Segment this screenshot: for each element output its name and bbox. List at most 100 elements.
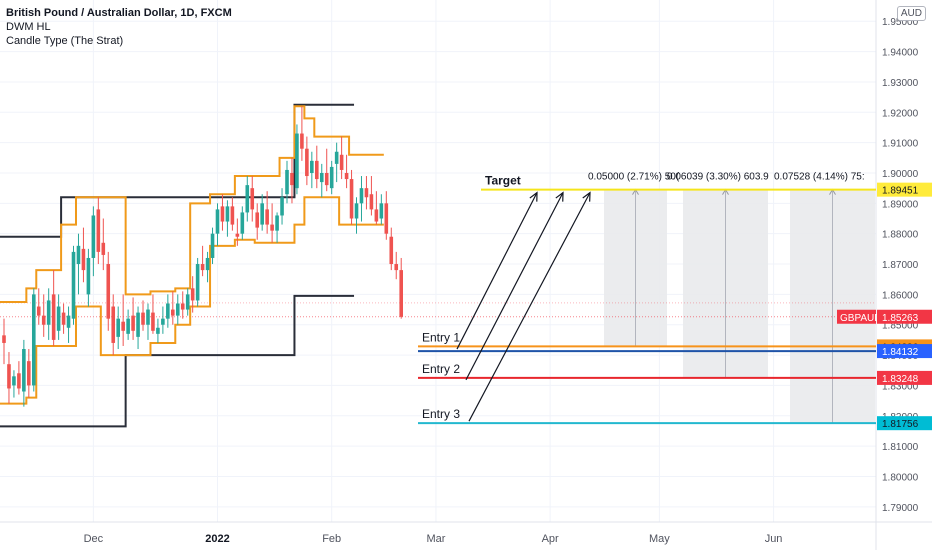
arrow-2[interactable] — [465, 192, 564, 381]
candle-body — [200, 264, 205, 271]
symbol-tag[interactable] — [837, 309, 876, 324]
candle — [71, 245, 76, 325]
entry-3-price-tag[interactable] — [877, 416, 932, 431]
candle — [290, 157, 294, 204]
candle — [319, 163, 324, 198]
candle — [280, 188, 284, 225]
candle — [334, 142, 339, 183]
candle — [46, 288, 51, 340]
candle-body — [364, 188, 369, 198]
candle-body — [76, 245, 81, 265]
last-price-tag[interactable] — [877, 309, 932, 324]
candle — [210, 227, 215, 265]
price-tick-label: 1.95000 — [882, 17, 919, 28]
candle-body — [394, 264, 399, 271]
candle-body — [81, 248, 86, 271]
weekly-band-lo — [0, 196, 384, 405]
candle-body — [319, 172, 324, 183]
candle-body — [250, 188, 255, 210]
price-tick-label: 1.93000 — [882, 78, 919, 89]
target-price-tag[interactable] — [877, 182, 932, 197]
arrow-head-1 — [529, 191, 538, 202]
candle — [146, 303, 150, 340]
symbol-title[interactable]: British Pound / Australian Dollar, 1D, F… — [6, 7, 232, 19]
candle — [86, 248, 91, 307]
candle-body — [101, 242, 106, 255]
candle — [101, 218, 106, 271]
currency-badge[interactable]: AUD — [896, 6, 926, 21]
time-tick-label: 2022 — [205, 533, 229, 545]
price-axis[interactable]: 1.790001.800001.810001.820001.830001.840… — [837, 17, 932, 514]
candle-body — [2, 335, 6, 343]
candle — [56, 294, 61, 340]
candle-body — [106, 264, 111, 319]
candle-body — [295, 133, 299, 189]
candle-body — [310, 160, 314, 173]
candle-body — [111, 306, 116, 343]
arrow-3[interactable] — [468, 192, 591, 422]
candle-body — [151, 312, 155, 331]
candle — [185, 288, 190, 316]
time-tick-label: Feb — [322, 533, 341, 545]
candle — [171, 291, 175, 325]
indicator-dwm-hl[interactable]: DWM HL — [6, 21, 51, 33]
monthly-band-hi — [0, 103, 355, 238]
candle-body — [36, 306, 41, 316]
candle — [305, 136, 309, 186]
price-tick-label: 1.81000 — [882, 442, 919, 453]
candle-body — [180, 303, 185, 310]
candle-body — [61, 312, 66, 325]
entry-1b-price-tag[interactable] — [877, 344, 932, 359]
candle — [265, 191, 269, 234]
candle — [220, 194, 225, 231]
candle-body — [51, 294, 56, 340]
indicator-candle-type[interactable]: Candle Type (The Strat) — [6, 35, 124, 47]
candle — [250, 176, 255, 222]
entry-3-label: Entry 3 — [422, 407, 460, 421]
arrow-1[interactable] — [456, 192, 538, 350]
candle — [116, 306, 120, 350]
candle — [329, 160, 334, 195]
entry-3-price-tag-text: 1.81756 — [882, 419, 919, 430]
price-tick-label: 1.91000 — [882, 139, 919, 150]
entry-2-price-tag[interactable] — [877, 370, 932, 385]
candle — [180, 291, 185, 319]
candle — [255, 203, 260, 240]
candle — [111, 294, 116, 356]
candle — [96, 197, 101, 265]
candle — [205, 251, 210, 283]
price-tick-label: 1.92000 — [882, 108, 919, 119]
arrows[interactable] — [456, 191, 591, 422]
candle-body — [265, 209, 269, 225]
candle-body — [126, 318, 130, 334]
candle-body — [334, 151, 339, 164]
price-lines[interactable]: Target Entry 1 Entry 2 Entry 3 — [418, 174, 876, 425]
candle — [364, 176, 369, 210]
candle — [295, 124, 299, 195]
candle-body — [171, 309, 175, 316]
entry-2-label: Entry 2 — [422, 362, 460, 376]
candle-body — [285, 169, 289, 195]
candle — [230, 197, 235, 231]
candle — [151, 294, 155, 334]
time-axis[interactable]: Dec 2022 Feb Mar Apr May Jun — [84, 533, 783, 545]
price-tick-label: 1.85000 — [882, 321, 919, 332]
candle — [354, 197, 359, 234]
candle-body — [136, 312, 140, 337]
arrow-head-2 — [555, 191, 564, 202]
price-tick-label: 1.94000 — [882, 48, 919, 59]
candle-body — [141, 312, 145, 325]
candle-body — [66, 315, 71, 328]
time-tick-label: May — [649, 533, 670, 545]
measure-boxes[interactable]: 0.05000 (2.71%) 50(0.06039 (3.30%) 603.9… — [0, 172, 876, 424]
candle-body — [245, 185, 250, 213]
candle-body — [220, 206, 225, 222]
candle-body — [290, 172, 294, 186]
candle — [2, 318, 6, 365]
candle-body — [314, 160, 319, 180]
candle-body — [31, 294, 36, 386]
target-price-tag-text: 1.89451 — [882, 186, 919, 197]
price-tick-label: 1.88000 — [882, 230, 919, 241]
candle-body — [235, 233, 240, 237]
